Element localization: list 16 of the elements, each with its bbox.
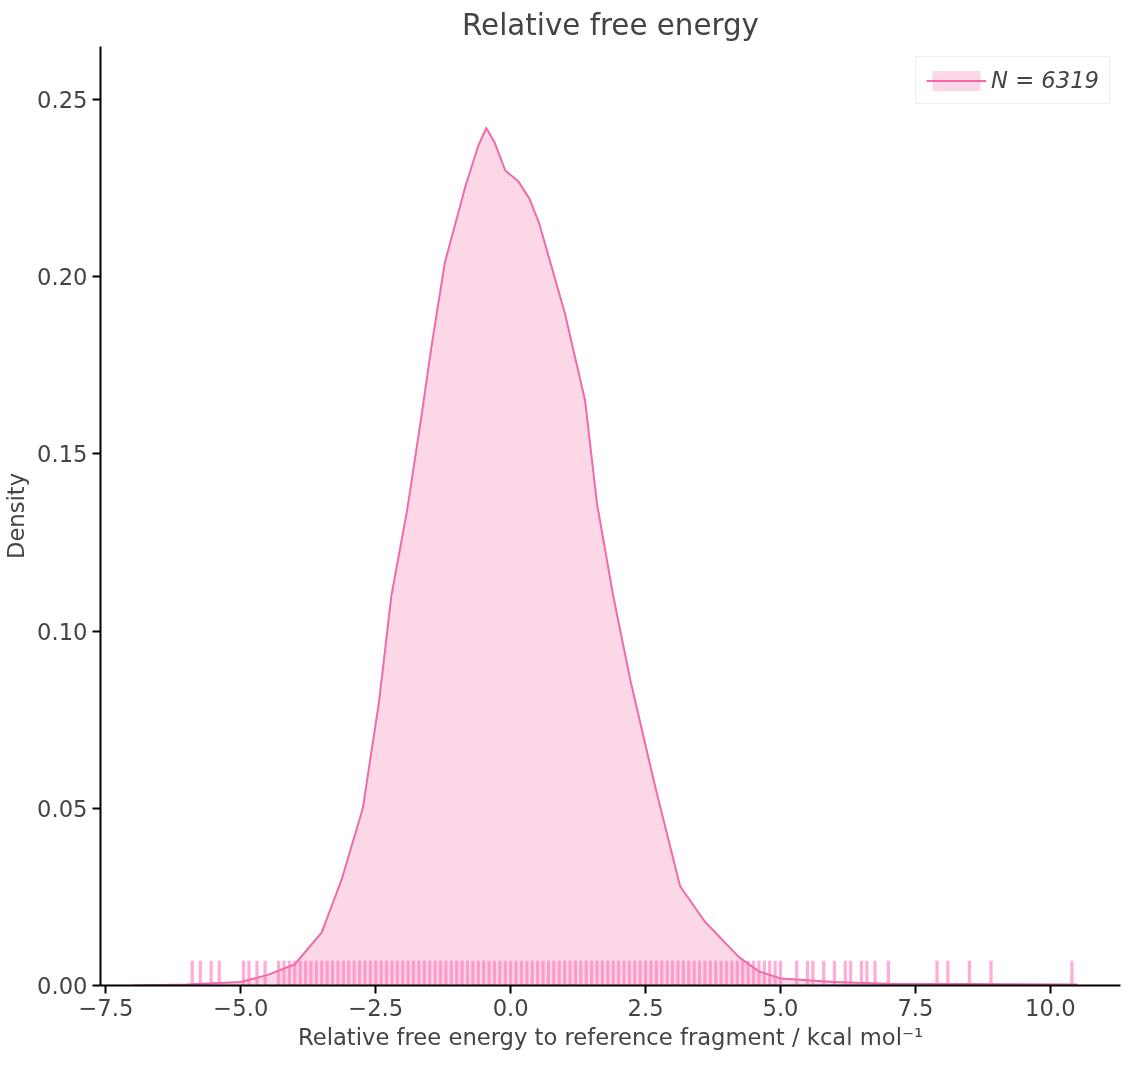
x-tick-label: 10.0 <box>1025 994 1076 1021</box>
x-tick-label: 7.5 <box>897 994 934 1021</box>
y-tick-label: 0.20 <box>37 264 88 291</box>
y-tick-label: 0.25 <box>37 87 88 114</box>
x-tick-label: 2.5 <box>627 994 664 1021</box>
x-axis-title: Relative free energy to reference fragment / kcal mol⁻¹ <box>298 1023 923 1050</box>
y-axis-title: Density <box>3 472 30 560</box>
x-tick-label: 5.0 <box>762 994 799 1021</box>
y-tick-label: 0.15 <box>37 441 88 468</box>
x-tick-label: 0.0 <box>492 994 529 1021</box>
y-tick-label: 0.05 <box>37 795 88 822</box>
x-tick-label: −5.0 <box>213 994 269 1021</box>
legend-label: N = 6319 <box>991 67 1099 93</box>
chart-title: Relative free energy <box>462 7 759 42</box>
y-tick-label: 0.10 <box>37 618 88 645</box>
x-tick-label: −2.5 <box>348 994 404 1021</box>
